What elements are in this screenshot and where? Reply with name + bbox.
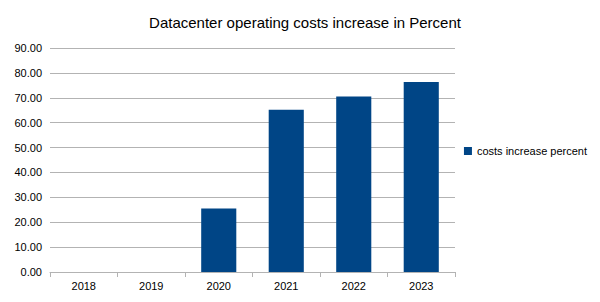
svg-text:40.00: 40.00 bbox=[14, 166, 42, 178]
svg-text:90.00: 90.00 bbox=[14, 42, 42, 54]
svg-text:60.00: 60.00 bbox=[14, 117, 42, 129]
svg-text:Datacenter operating costs inc: Datacenter operating costs increase in P… bbox=[149, 14, 462, 31]
svg-text:70.00: 70.00 bbox=[14, 92, 42, 104]
svg-text:costs increase percent: costs increase percent bbox=[477, 145, 587, 157]
svg-text:2020: 2020 bbox=[207, 280, 231, 292]
svg-text:2021: 2021 bbox=[274, 280, 298, 292]
svg-text:2022: 2022 bbox=[342, 280, 366, 292]
svg-text:20.00: 20.00 bbox=[14, 216, 42, 228]
svg-text:2023: 2023 bbox=[409, 280, 433, 292]
svg-text:0.00: 0.00 bbox=[21, 266, 42, 278]
svg-text:50.00: 50.00 bbox=[14, 142, 42, 154]
svg-text:30.00: 30.00 bbox=[14, 191, 42, 203]
svg-text:2018: 2018 bbox=[72, 280, 96, 292]
svg-text:2019: 2019 bbox=[139, 280, 163, 292]
svg-text:10.00: 10.00 bbox=[14, 241, 42, 253]
svg-text:80.00: 80.00 bbox=[14, 67, 42, 79]
